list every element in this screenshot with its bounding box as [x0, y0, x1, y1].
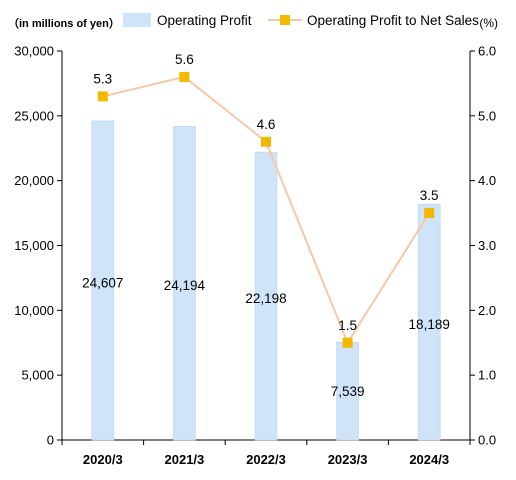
bar-value-label: 7,539: [331, 384, 365, 399]
bar: [91, 120, 115, 441]
right-axis-tick-label: 0.0: [478, 433, 496, 448]
bar-value-label: 24,194: [164, 278, 206, 293]
x-axis-category-label: 2022/3: [246, 452, 286, 467]
left-axis-unit-label: （in millions of yen）: [8, 17, 120, 30]
legend-swatch-marker: [280, 15, 290, 25]
right-axis-unit-label: (%): [479, 16, 498, 30]
left-axis-tick-label: 5,000: [21, 368, 54, 383]
bar: [254, 151, 278, 441]
bar-value-label: 24,607: [82, 275, 123, 290]
right-axis-tick-label: 1.0: [478, 368, 496, 383]
legend-label-operating-profit: Operating Profit: [157, 13, 252, 28]
ratio-value-label: 5.6: [175, 52, 194, 67]
ratio-marker: [179, 71, 190, 82]
bar-value-label: 22,198: [245, 291, 286, 306]
bar: [173, 125, 196, 441]
legend-label-operating-profit-ratio: Operating Profit to Net Sales: [307, 13, 479, 28]
ratio-value-label: 1.5: [338, 318, 357, 333]
right-axis-tick-label: 2.0: [478, 303, 496, 318]
ratio-marker: [261, 136, 271, 147]
ratio-value-label: 5.3: [93, 71, 112, 86]
bar-value-label: 18,189: [409, 317, 450, 332]
axes: 0 5,000 10,000 15,000 20,000 25,000 30,000 0.0 1…: [14, 44, 496, 468]
left-axis-tick-label: 0: [47, 433, 54, 448]
x-axis-category-label: 2024/3: [409, 452, 449, 467]
left-axis-tick-label: 10,000: [14, 303, 54, 318]
ratio-marker: [97, 91, 108, 102]
bar-series: [91, 120, 441, 441]
data-labels: 24,607 24,194 22,198 7,539 18,189 5.3 5.6 4.6 1.…: [82, 52, 450, 399]
ratio-marker: [342, 337, 353, 348]
ratio-value-label: 3.5: [420, 188, 439, 203]
ratio-value-label: 4.6: [257, 117, 276, 132]
legend-swatch-bar: [123, 13, 151, 27]
bar: [417, 203, 441, 441]
left-axis-tick-label: 20,000: [14, 173, 54, 188]
right-axis-tick-label: 3.0: [478, 238, 496, 253]
line-series: [97, 71, 435, 348]
ratio-marker: [424, 208, 435, 219]
right-axis-tick-label: 6.0: [478, 44, 496, 59]
x-axis-category-label: 2021/3: [165, 452, 205, 467]
right-axis-tick-label: 4.0: [478, 173, 496, 188]
right-axis-tick-label: 5.0: [478, 108, 496, 123]
left-axis-tick-label: 30,000: [14, 44, 54, 59]
x-axis-category-label: 2023/3: [328, 452, 368, 467]
legend: Operating Profit Operating Profit to Net…: [123, 13, 479, 28]
left-axis-tick-label: 25,000: [14, 108, 54, 123]
x-axis-category-label: 2020/3: [83, 452, 123, 467]
left-axis-tick-label: 15,000: [14, 238, 54, 253]
